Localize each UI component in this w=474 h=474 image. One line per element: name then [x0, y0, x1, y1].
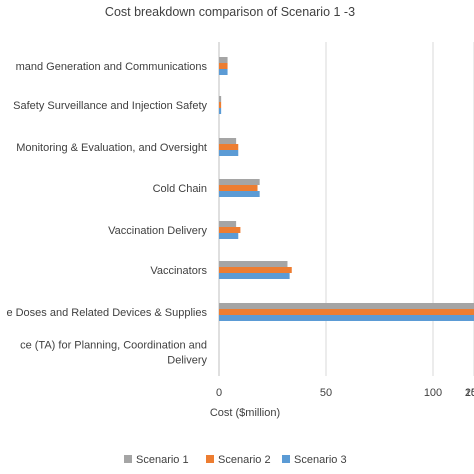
x-tick-200: 200: [465, 387, 474, 399]
category-label-3: Monitoring & Evaluation, and Oversight: [16, 142, 207, 154]
category-label-8-line-2: Delivery: [167, 355, 207, 367]
bar-2-2: [219, 102, 222, 108]
x-tick-0: 0: [216, 387, 222, 399]
category-label-8-line-1: ce (TA) for Planning, Coordination and: [20, 340, 207, 352]
bar-2-1: [219, 63, 228, 69]
bar-1-3: [219, 138, 237, 144]
bar-3-4: [219, 191, 260, 197]
chart-title: Cost breakdown comparison of Scenario 1 …: [105, 5, 355, 19]
category-label-2: Safety Surveillance and Injection Safety: [13, 100, 207, 112]
legend-swatch-3: [282, 455, 290, 463]
x-tick-50: 50: [320, 387, 332, 399]
legend: Scenario 1 Scenario 2 Scenario 3: [124, 454, 347, 466]
bar-3-1: [219, 69, 228, 75]
x-tick-labels: 0 50 100 150200: [216, 387, 474, 399]
legend-swatch-1: [124, 455, 132, 463]
bar-1-6: [219, 261, 288, 267]
bar-1-7: [219, 303, 474, 309]
gridlines: [218, 42, 474, 376]
bar-2-6: [219, 267, 292, 273]
category-label-5: Vaccination Delivery: [108, 225, 207, 237]
category-label-4: Cold Chain: [153, 183, 207, 195]
legend-label-2: Scenario 2: [218, 454, 271, 466]
category-labels: mand Generation and Communications Safety…: [6, 61, 207, 367]
bar-1-1: [219, 57, 228, 63]
x-axis-label: Cost ($million): [210, 407, 280, 419]
bar-3-6: [219, 273, 290, 279]
category-label-6: Vaccinators: [150, 265, 207, 277]
category-label-1: mand Generation and Communications: [16, 61, 208, 73]
bar-1-5: [219, 221, 237, 227]
x-tick-100: 100: [424, 387, 442, 399]
bar-1-4: [219, 179, 260, 185]
bar-3-7: [219, 315, 474, 321]
bar-1-2: [219, 96, 222, 102]
legend-label-1: Scenario 1: [136, 454, 189, 466]
bar-3-5: [219, 233, 239, 239]
bar-2-3: [219, 144, 239, 150]
bars: [219, 57, 474, 321]
legend-swatch-2: [206, 455, 214, 463]
legend-label-3: Scenario 3: [294, 454, 347, 466]
bar-3-3: [219, 150, 239, 156]
bar-2-7: [219, 309, 474, 315]
bar-2-5: [219, 227, 241, 233]
bar-2-4: [219, 185, 258, 191]
bar-3-2: [219, 108, 222, 114]
x-tick-150: 150: [465, 387, 474, 399]
category-label-7: e Doses and Related Devices & Supplies: [6, 307, 207, 319]
